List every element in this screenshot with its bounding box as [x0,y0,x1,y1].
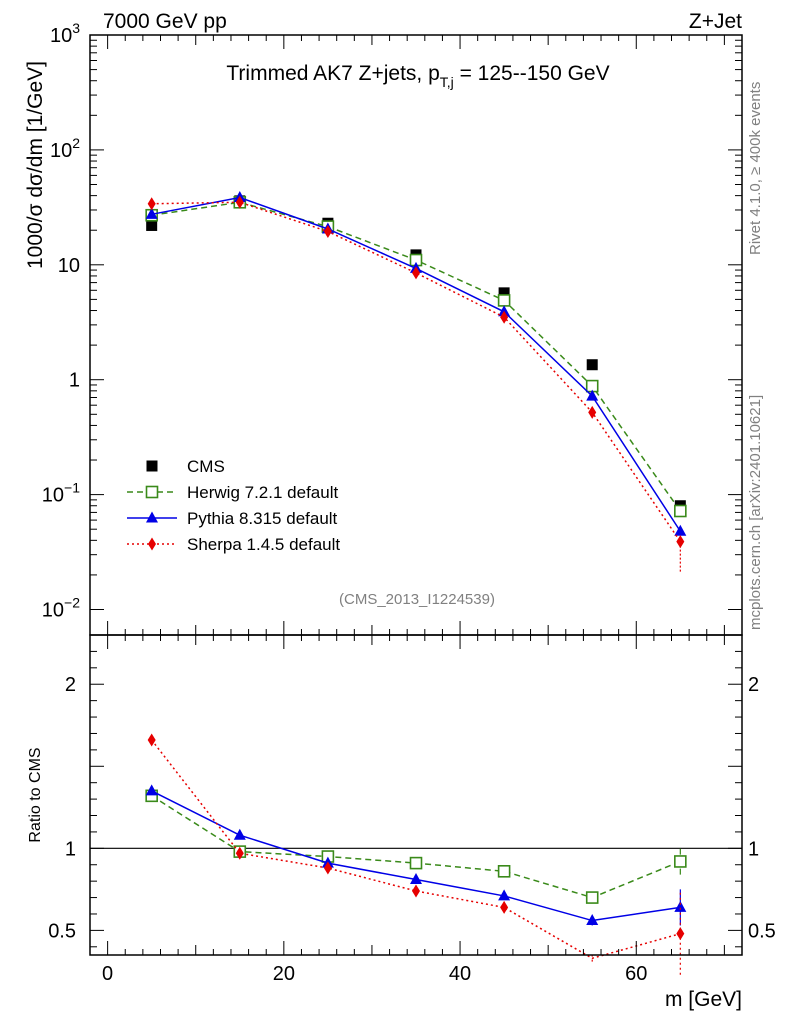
x-tick-label: 60 [625,963,647,985]
ratio-point [500,900,509,914]
ratio-point [233,828,246,840]
data-point [147,197,156,211]
data-point [674,524,687,536]
legend: CMS Herwig 7.2.1 default Pythia 8.315 defa… [127,457,340,554]
ratio-point [674,855,687,868]
ratio-point [409,856,423,870]
y-tick-label: 10−2 [42,595,80,622]
rivet-label: Rivet 4.1.0, ≥ 400k events [747,82,764,255]
data-point [412,266,420,280]
ratio-line [151,739,681,960]
y-tick-label: 10 [58,255,80,277]
ratio-point [323,861,332,875]
x-tick-label: 40 [449,963,471,985]
data-point [235,195,244,209]
watermark: (CMS_2013_I1224539) [339,591,495,608]
data-point [497,294,511,307]
ratio-series-1 [145,784,687,926]
x-tick-label: 20 [273,963,295,985]
series-3 [147,195,685,573]
data-point [674,504,687,518]
ratio-point [586,914,599,926]
data-point [586,389,599,401]
ratio-point [674,900,687,912]
ratio-line [151,790,681,922]
mcplots-label: mcplots.cern.ch [arXiv:2401.10621] [747,395,764,630]
ratio-point [585,891,599,904]
ratio-frame [89,634,743,956]
ratio-point [147,733,156,747]
main-panel: 10−2 10−1 1 10 102 103 Trimmed AK7 Z+jets, pT… [24,20,743,636]
data-point [588,405,597,419]
main-title: Trimmed AK7 Z+jets, pT,j = 125--150 GeV [226,62,609,90]
y-tick-label: 102 [50,135,80,162]
data-point [586,359,598,371]
series-line [151,196,681,532]
y-tick-label: 103 [50,20,80,47]
header-right: Z+Jet [689,10,742,33]
ratio-point [235,846,244,860]
ratio-panel: 0.5 0.51 12 20 20 40 60 Ratio to CMS m [GeV] [27,634,776,1011]
ratio-y-tick-label: 1 [65,838,76,860]
ratio-y-tick-label: 0.5 [48,920,76,942]
data-point [498,287,510,299]
legend-label: Pythia 8.315 default [187,509,338,528]
ratio-point [410,873,422,885]
ratio-y-tick-label-right: 1 [748,838,759,860]
ratio-series-2 [147,733,685,975]
legend-marker [146,460,158,472]
legend-marker [148,537,156,551]
ratio-ylabel: Ratio to CMS [27,747,44,842]
data-point [500,310,509,324]
ratio-y-tick-label-right: 0.5 [748,920,776,942]
legend-label: Sherpa 1.4.5 default [187,535,340,554]
ratio-point [676,927,685,941]
series-1 [145,195,687,518]
data-point [146,219,158,231]
header-left: 7000 GeV pp [103,10,227,33]
ratio-y-tick-label: 2 [65,674,76,696]
x-axis-label: m [GeV] [665,988,742,1011]
data-point [323,224,332,238]
data-point [145,207,158,219]
legend-marker [145,485,159,499]
series-line [151,201,681,512]
ratio-point [498,889,511,901]
ratio-point [412,884,420,898]
x-tick-label: 0 [102,963,113,985]
legend-label: Herwig 7.2.1 default [187,483,338,502]
legend-label: CMS [187,457,225,476]
legend-marker [146,511,158,523]
ratio-point [497,865,511,878]
series-0 [146,195,686,512]
ratio-point [145,784,158,796]
ratio-y-tick-label-right: 2 [748,674,759,696]
main-ylabel: 1000/σ dσ/dm [1/GeV] [24,61,47,269]
y-tick-label: 10−1 [42,480,80,507]
y-tick-label: 1 [69,370,80,392]
